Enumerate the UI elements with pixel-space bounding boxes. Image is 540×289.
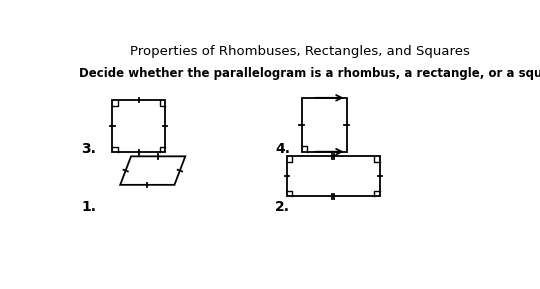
Bar: [112, 100, 165, 153]
Text: 1.: 1.: [82, 200, 97, 214]
Text: 3.: 3.: [82, 142, 96, 156]
Text: 4.: 4.: [275, 142, 290, 156]
Text: Properties of Rhombuses, Rectangles, and Squares: Properties of Rhombuses, Rectangles, and…: [130, 45, 470, 58]
Text: Decide whether the parallelogram is a rhombus, a rectangle, or a square. Explain: Decide whether the parallelogram is a rh…: [79, 67, 540, 80]
Bar: [301, 98, 347, 152]
Text: 2.: 2.: [275, 200, 290, 214]
Bar: [287, 156, 380, 197]
